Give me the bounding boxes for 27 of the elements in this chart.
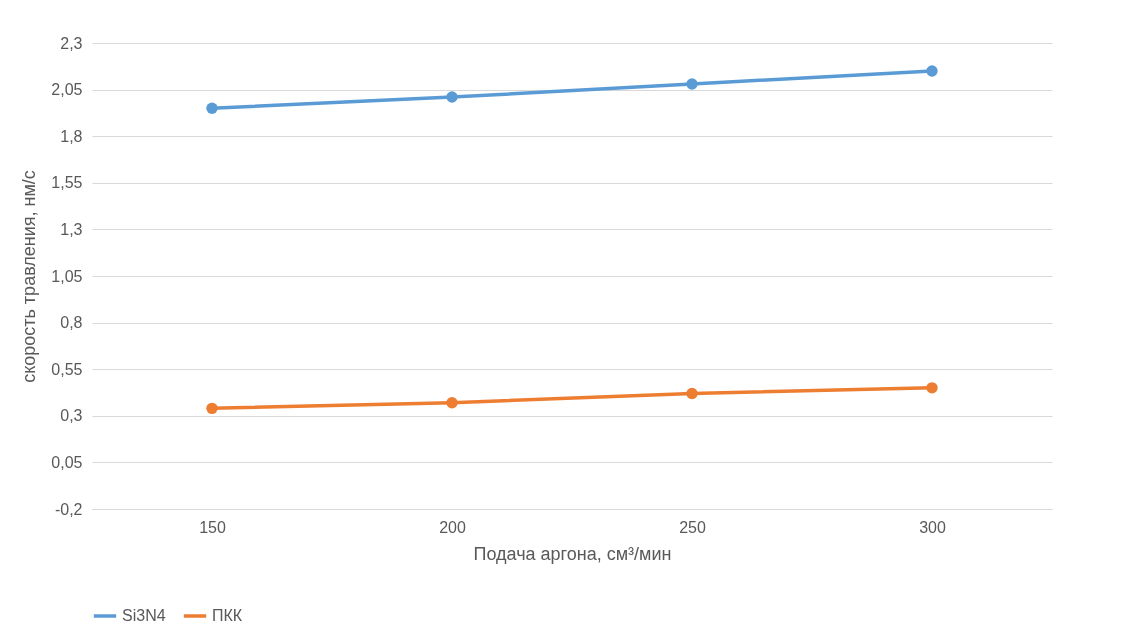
y-tick-label: 1,3 [60, 220, 83, 238]
point [206, 102, 218, 114]
x-tick-label: 150 [199, 518, 226, 536]
y-axis-title: скорость травления, нм/с [19, 170, 40, 383]
legend-label: Si3N4 [122, 607, 166, 624]
y-tick-label: 1,05 [51, 267, 83, 285]
point [686, 387, 698, 400]
y-tick-label: 0,05 [51, 453, 83, 471]
y-tick-label: 0,3 [60, 407, 83, 425]
x-tick-label: 300 [919, 518, 946, 536]
point [686, 78, 698, 90]
y-tick-label: 0,8 [60, 314, 83, 332]
y-tick-label: 2,3 [60, 34, 83, 52]
x-tick-label: 250 [679, 518, 706, 536]
legend-label: ПКК [212, 607, 243, 624]
x-tick-label: 200 [439, 518, 466, 536]
point [206, 402, 218, 415]
y-tick-label: 1,8 [60, 127, 83, 145]
y-tick-label: 0,55 [51, 360, 83, 378]
point [926, 382, 938, 394]
point [926, 65, 938, 77]
y-tick-label: 1,55 [51, 174, 83, 192]
point [446, 91, 458, 103]
y-tick-label: 2,05 [51, 81, 83, 99]
point [446, 397, 458, 409]
y-tick-label: -0,2 [54, 500, 83, 518]
x-axis-title: Подача аргона, см³/мин [473, 543, 672, 564]
